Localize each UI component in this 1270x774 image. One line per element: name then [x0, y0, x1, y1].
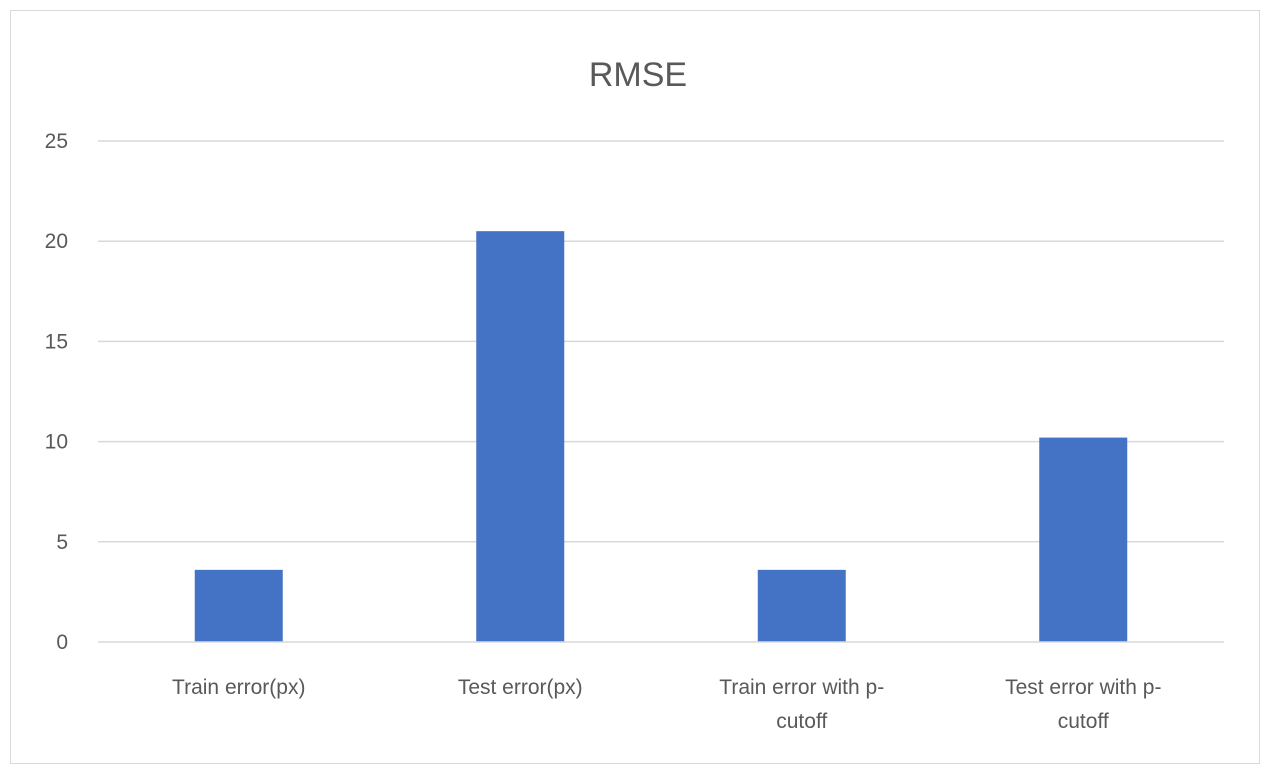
x-category-label-2: Test error(px) — [458, 676, 583, 699]
bar-4 — [1039, 437, 1128, 642]
y-tick-label-0: 0 — [56, 631, 68, 654]
x-category-label-1: Train error(px) — [172, 676, 305, 699]
x-category-label-3: Train error with p-cutoff — [719, 676, 884, 733]
bar-2 — [476, 231, 565, 642]
y-tick-label-5: 5 — [56, 531, 68, 554]
bars — [194, 231, 1128, 642]
y-tick-label-10: 10 — [45, 431, 68, 454]
y-axis-tick-labels: 0 5 10 15 20 25 — [45, 130, 68, 654]
x-category-label-4: Test error with p-cutoff — [1005, 676, 1161, 733]
gridlines — [98, 140, 1224, 543]
y-tick-label-15: 15 — [45, 330, 68, 353]
bar-3 — [757, 569, 846, 642]
x-axis-category-labels: Train error(px) Test error(px) Train error… — [172, 676, 1161, 733]
bar-1 — [194, 569, 283, 642]
y-tick-label-20: 20 — [45, 230, 68, 253]
chart-title: RMSE — [589, 56, 687, 94]
y-tick-label-25: 25 — [45, 130, 68, 153]
